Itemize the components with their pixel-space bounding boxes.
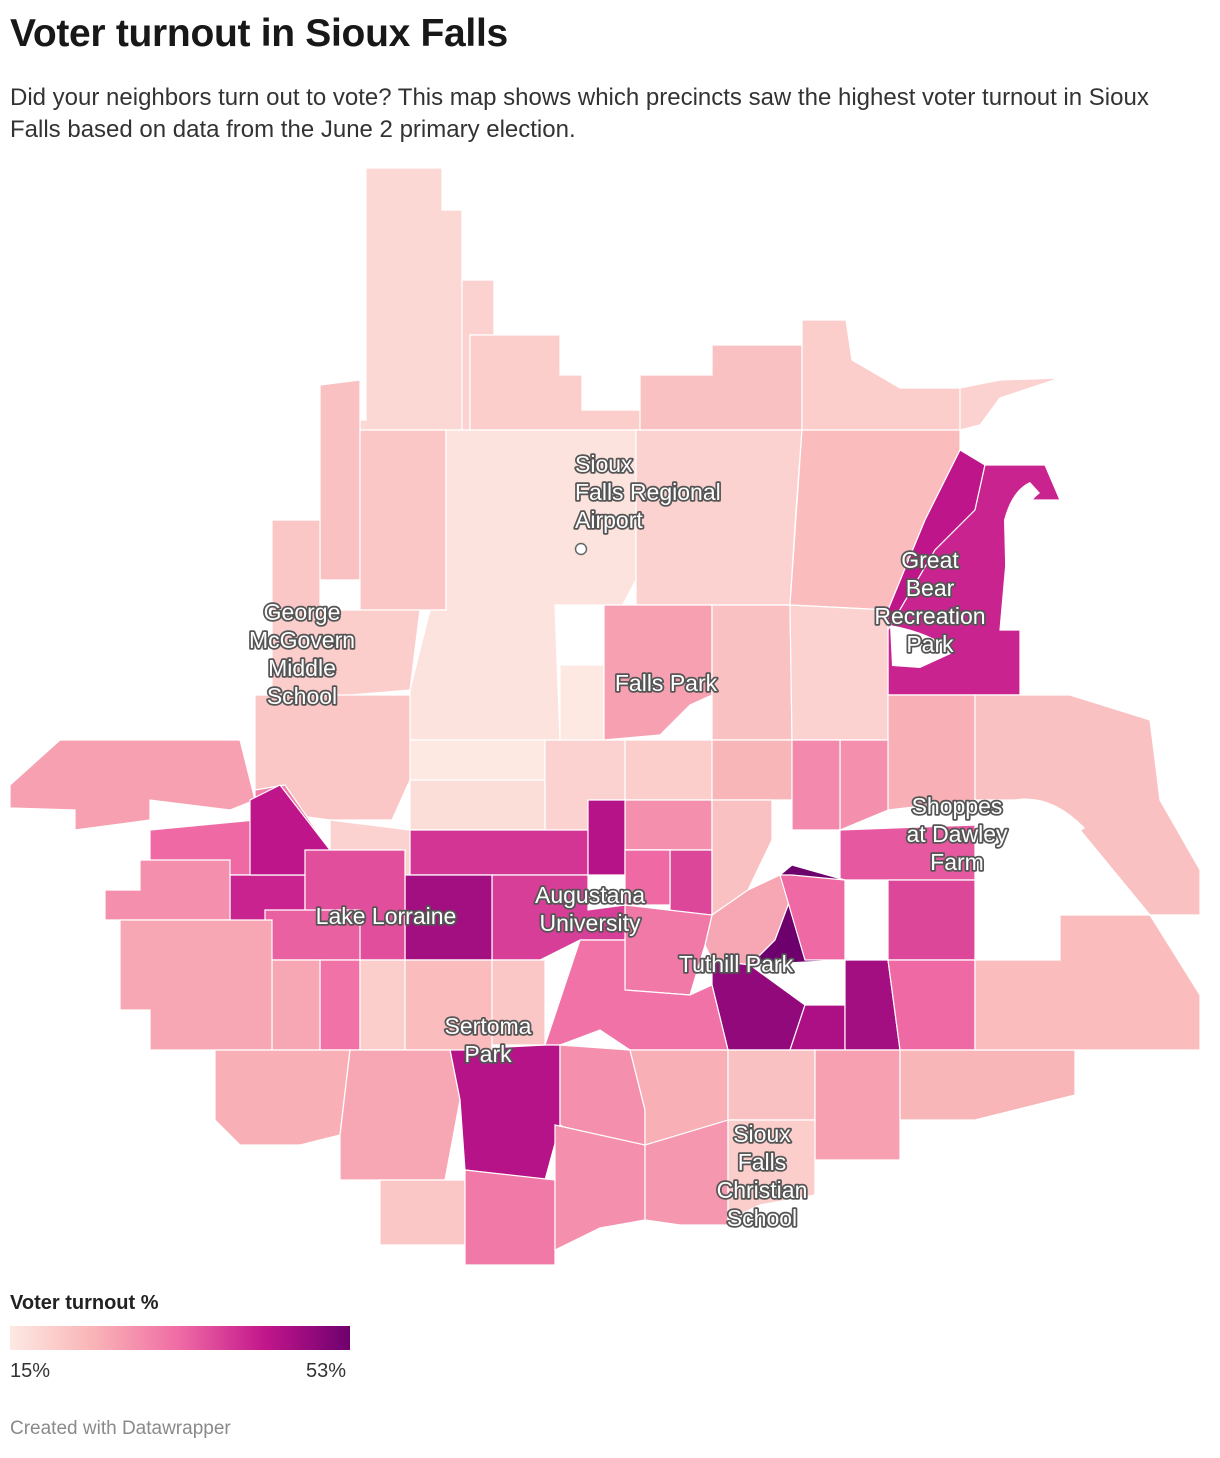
lake-shape [1012,798,1085,844]
precinct[interactable] [271,609,421,696]
precinct[interactable] [624,849,671,906]
precinct[interactable] [801,319,961,431]
precinct[interactable] [839,739,889,831]
precinct[interactable] [404,959,493,1051]
lake-shape [1004,482,1040,600]
precinct[interactable] [974,694,1201,916]
precinct[interactable] [711,799,773,917]
precinct[interactable] [9,739,256,831]
place-label: Sioux Falls Regional Airport [575,451,721,533]
place-label: Lake Lorraine [316,903,457,929]
precinct[interactable] [727,1049,816,1121]
precinct[interactable] [409,779,546,831]
precinct-layer [9,167,1201,1266]
precinct[interactable] [491,959,546,1046]
precinct[interactable] [119,919,273,1051]
precinct[interactable] [449,1044,561,1181]
lake-shape [890,625,955,668]
precinct[interactable] [779,874,846,961]
precinct[interactable] [554,1124,646,1251]
precinct[interactable] [899,1049,1076,1121]
page-subtitle: Did your neighbors turn out to vote? Thi… [10,84,1149,143]
place-label: Great Bear Recreation Park [874,547,985,657]
precinct[interactable] [711,604,793,741]
legend-title: Voter turnout % [10,1292,159,1314]
precinct[interactable] [959,377,1061,431]
precinct[interactable] [319,379,361,581]
precinct[interactable] [814,1049,901,1161]
place-label: Falls Park [615,670,718,696]
precinct[interactable] [464,1169,556,1266]
precinct[interactable] [359,959,406,1051]
precinct[interactable] [791,739,841,831]
place-label: Sioux Falls Christian School [717,1121,808,1231]
precinct[interactable] [319,959,361,1051]
precinct[interactable] [359,429,447,611]
place-label: Shoppes at Dawley Farm [907,793,1008,875]
turnout-map: Sioux Falls Regional Airport Great Bear Recre… [9,167,1201,1266]
place-label: George McGovern Middle School [249,599,355,709]
precinct[interactable] [974,914,1201,1051]
precinct[interactable] [214,1049,351,1146]
precinct[interactable] [887,879,976,961]
precinct[interactable] [104,859,231,921]
precinct[interactable] [624,799,713,851]
precinct[interactable] [359,167,463,431]
place-label: Tuthill Park [679,951,794,977]
credit-link[interactable]: Created with Datawrapper [10,1418,231,1439]
precinct[interactable] [711,739,793,801]
precinct[interactable] [271,519,321,611]
precinct[interactable] [669,849,713,916]
precinct[interactable] [635,429,803,606]
precinct[interactable] [469,334,641,431]
precinct[interactable] [409,829,589,876]
page-title: Voter turnout in Sioux Falls [10,12,508,55]
precinct[interactable] [271,959,321,1051]
water-features [890,482,1085,844]
place-label: Sertoma Park [445,1013,532,1067]
precinct[interactable] [727,1119,816,1221]
precinct[interactable] [339,1049,461,1181]
legend-max-label: 53% [306,1360,347,1382]
precinct[interactable] [624,739,713,801]
airport-marker-icon [574,542,588,556]
precinct[interactable] [644,1119,729,1226]
legend-gradient-bar [10,1326,350,1350]
precinct[interactable] [639,344,803,431]
precinct[interactable] [789,604,889,741]
precinct[interactable] [887,959,976,1051]
legend-min-label: 15% [10,1360,51,1382]
precinct[interactable] [379,1179,466,1246]
precinct[interactable] [587,799,626,876]
place-labels: Sioux Falls Regional Airport Great Bear Recre… [247,449,1010,1233]
place-label: Augustana University [535,882,645,936]
